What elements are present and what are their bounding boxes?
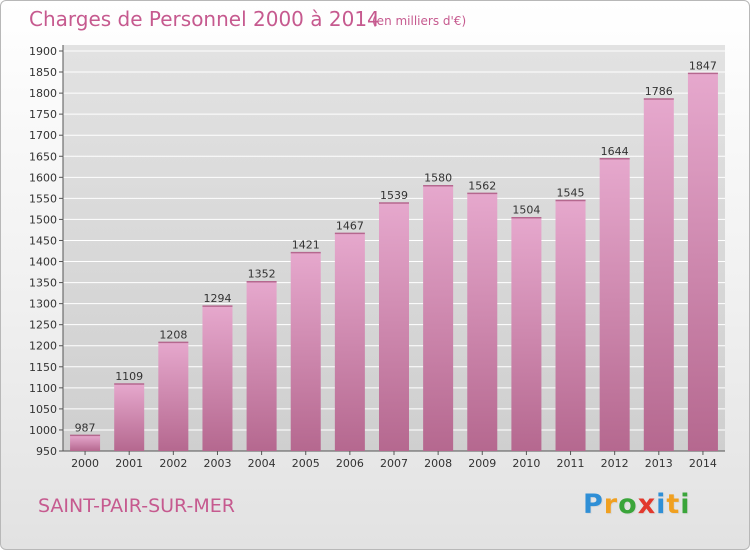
chart-subtitle: (en milliers d'€)	[372, 14, 467, 28]
bar-2003	[202, 306, 233, 451]
x-tick-label: 2011	[557, 457, 585, 470]
bar-2014	[687, 73, 718, 451]
x-tick-label: 2007	[380, 457, 408, 470]
labels: 987 2000 1109 2001 1208 2002 1294 2003 1352 2004 1…	[71, 59, 717, 470]
bar-2013	[643, 99, 674, 451]
data-label: 1352	[248, 268, 276, 281]
data-label: 1545	[557, 186, 585, 199]
logo-letter: o	[618, 489, 638, 520]
bar-2008	[423, 185, 454, 451]
x-tick-label: 2009	[468, 457, 496, 470]
proxiti-logo[interactable]: Proxiti	[583, 489, 691, 520]
bar-2006	[334, 233, 365, 451]
y-tick-label: 1450	[29, 234, 57, 247]
y-tick-label: 1600	[29, 171, 57, 184]
y-tick-label: 1850	[29, 66, 57, 79]
y-tick-label: 950	[36, 445, 57, 458]
bar-2010	[511, 217, 542, 451]
y-tick-label: 1800	[29, 87, 57, 100]
data-label: 1562	[468, 179, 496, 192]
logo-letter: i	[656, 489, 667, 520]
x-tick-label: 2003	[203, 457, 231, 470]
bars	[70, 72, 718, 451]
x-tick-label: 2010	[512, 457, 540, 470]
y-tick-label: 1050	[29, 403, 57, 416]
data-label: 1208	[159, 328, 187, 341]
x-tick-label: 2001	[115, 457, 143, 470]
y-tick-label: 1100	[29, 382, 57, 395]
y-tick-label: 1200	[29, 340, 57, 353]
x-tick-label: 2005	[292, 457, 320, 470]
bar-2005	[290, 252, 321, 451]
bar-2007	[378, 203, 410, 451]
data-label: 1504	[512, 204, 540, 217]
bar-2009	[467, 193, 498, 451]
data-label: 1294	[203, 292, 231, 305]
y-tick-label: 1750	[29, 108, 57, 121]
y-tick-label: 1400	[29, 256, 57, 269]
bar-2002	[158, 342, 189, 451]
logo-letter: r	[603, 489, 619, 520]
logo-letter: x	[637, 489, 657, 520]
x-tick-label: 2013	[645, 457, 673, 470]
y-tick-label: 1700	[29, 129, 57, 142]
x-tick-label: 2004	[248, 457, 276, 470]
data-label: 1847	[689, 59, 717, 72]
y-tick-label: 1500	[29, 213, 57, 226]
y-tick-label: 1150	[29, 361, 57, 374]
data-label: 1539	[380, 189, 408, 202]
x-tick-label: 2000	[71, 457, 99, 470]
y-tick-label: 1550	[29, 192, 57, 205]
y-tick-label: 1250	[29, 319, 57, 332]
x-tick-label: 2002	[159, 457, 187, 470]
data-label: 1421	[292, 239, 320, 252]
y-tick-label: 1000	[29, 424, 57, 437]
bar-2004	[246, 281, 277, 451]
data-label: 1109	[115, 370, 143, 383]
logo-letter: t	[666, 489, 681, 520]
commune-name: SAINT-PAIR-SUR-MER	[38, 495, 235, 517]
data-label: 1786	[645, 85, 673, 98]
x-tick-label: 2006	[336, 457, 364, 470]
data-label: 987	[75, 421, 96, 434]
x-tick-label: 2008	[424, 457, 452, 470]
data-label: 1467	[336, 219, 364, 232]
logo-letter: P	[583, 489, 604, 520]
data-label: 1644	[601, 145, 629, 158]
y-tick-label: 1900	[29, 45, 57, 58]
bar-2012	[599, 158, 630, 451]
logo-letter: i	[680, 489, 691, 520]
bar-2000	[70, 435, 101, 451]
x-tick-label: 2012	[601, 457, 629, 470]
chart-title: Charges de Personnel 2000 à 2014	[29, 7, 380, 31]
x-tick-label: 2014	[689, 457, 717, 470]
bar-2001	[114, 384, 145, 451]
data-label: 1580	[424, 172, 452, 185]
y-tick-label: 1350	[29, 277, 57, 290]
bar-2011	[555, 200, 586, 451]
y-tick-label: 1300	[29, 298, 57, 311]
y-tick-label: 1650	[29, 150, 57, 163]
